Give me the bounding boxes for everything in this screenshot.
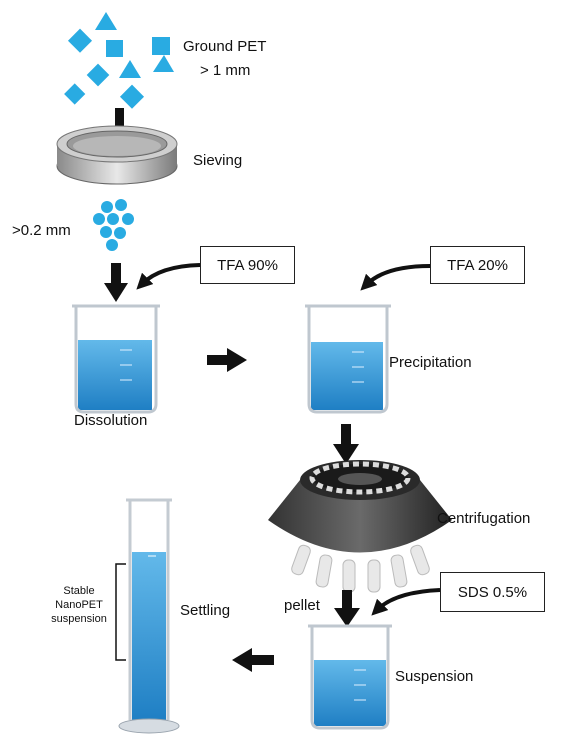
pet-particles-icon xyxy=(64,12,174,109)
ground-pet-label-line1: Ground PET xyxy=(183,38,267,55)
bracket xyxy=(115,563,126,661)
precipitation-beaker-icon xyxy=(305,304,391,414)
ground-pet-label-line2: > 1 mm xyxy=(200,62,251,79)
pellet-label: pellet xyxy=(284,597,320,614)
size-label: >0.2 mm xyxy=(12,222,71,239)
small-particles-icon xyxy=(93,199,134,251)
centrifuge-rotor-icon xyxy=(268,460,452,593)
arrow-to-precipitation-icon xyxy=(207,348,247,372)
tfa90-arrow xyxy=(136,263,201,290)
sds-box: SDS 0.5% xyxy=(440,572,545,612)
dissolution-label: Dissolution xyxy=(74,412,148,429)
centrifugation-label: Centrifugation xyxy=(437,510,531,527)
sds-arrow xyxy=(371,588,441,616)
stable-line1: Stable xyxy=(63,585,95,597)
dissolution-beaker-icon xyxy=(72,304,160,414)
arrow-to-dissolution-icon xyxy=(104,263,128,302)
settling-label: Settling xyxy=(180,602,231,619)
tfa90-box: TFA 90% xyxy=(200,246,295,284)
suspension-label: Suspension xyxy=(395,668,474,685)
graduated-cylinder-icon xyxy=(118,498,180,734)
stable-suspension-label: Stable NanoPET suspension xyxy=(44,585,114,626)
sieving-label: Sieving xyxy=(193,152,243,169)
arrow-to-settling-icon xyxy=(232,648,274,672)
suspension-beaker-icon xyxy=(308,624,392,730)
stable-line2: NanoPET xyxy=(55,598,103,611)
tfa20-arrow xyxy=(360,264,431,291)
sieve-icon xyxy=(56,125,178,185)
tfa20-box: TFA 20% xyxy=(430,246,525,284)
arrow-to-centrifuge-icon xyxy=(333,424,359,464)
precipitation-label: Precipitation xyxy=(389,354,472,371)
arrow-to-suspension-icon xyxy=(334,590,360,627)
stable-line3: suspension xyxy=(51,612,107,625)
